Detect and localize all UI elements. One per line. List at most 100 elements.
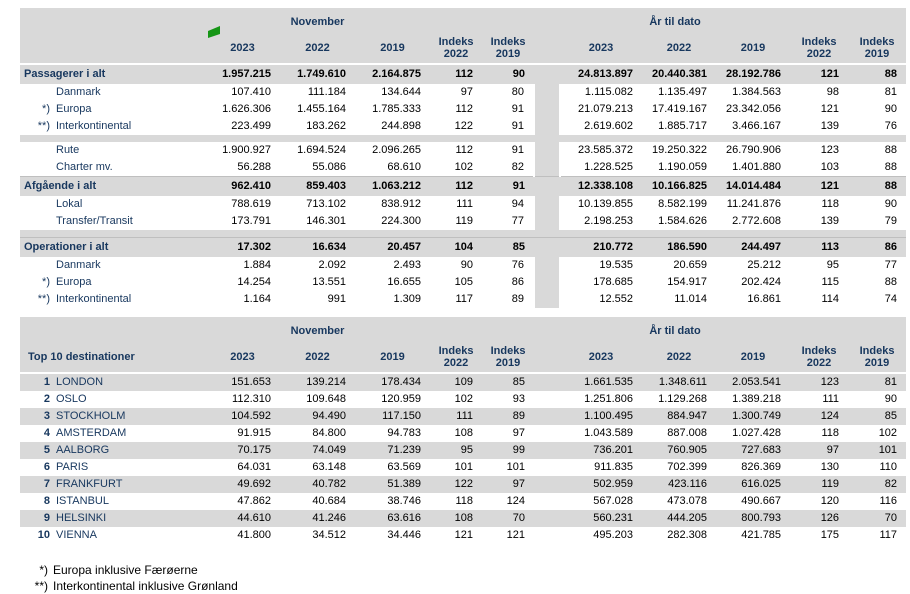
cell-value: 202.424 [741,276,782,288]
row-rank: 6 [43,461,50,473]
col-header-ytd-indeks-2019: Indeks 2019 [859,35,895,60]
column-band [533,196,562,213]
cell-value: 85 [512,241,526,253]
cell-value: 119 [455,215,474,227]
table-row: *) Europa 1.626.306 1.455.164 1.785.333 112 91… [20,101,906,118]
cell-value: 89 [512,410,526,422]
cell-value: 210.772 [593,241,634,253]
cell-value: 10.139.855 [577,198,634,210]
table-row: 9 HELSINKI 44.610 41.246 63.616 108 70 560.231 4… [20,510,907,527]
top10-title: Top 10 destinationer [28,350,135,363]
cell-value: 11.014 [674,293,708,305]
table-row: Passagerer i alt 1.957.215 1.749.610 2.164.… [20,64,907,84]
cell-value: 20.659 [673,259,708,271]
cell-value: 109.648 [306,393,346,405]
cell-value: 111 [456,198,474,210]
footnote-prefix: **) [34,579,48,593]
cell-value: 103 [820,161,840,173]
cell-value: 77 [884,259,898,271]
cell-value: 24.813.897 [577,68,634,80]
col-header-ytd-2023: 2023 [588,350,614,363]
cell-value: 25.212 [747,259,782,271]
table-row: Danmark 107.410 111.184 134.644 97 80 1.115.08… [20,84,906,101]
cell-value: 1.455.164 [297,103,346,115]
row-label-text: ISTANBUL [56,495,109,507]
row-label-text: Danmark [56,259,101,271]
empty-corner [20,317,205,341]
cell-value: 112 [455,144,474,156]
cell-value: 56.288 [237,161,271,173]
cell-value: 1.389.218 [732,393,782,405]
col-header-nov-2023: 2023 [230,350,255,363]
cell-value: 1.190.059 [658,161,708,173]
cell-value: 121 [820,180,840,192]
column-band [533,213,562,230]
cell-value: 111 [822,393,840,405]
cell-value: 101 [878,444,898,456]
row-label-text: LONDON [56,376,104,388]
table-row: Operationer i alt 17.302 16.634 20.457 104 85… [20,237,907,257]
cell-value: 105 [454,276,474,288]
cell-value: 2.164.875 [372,68,422,80]
cell-value: 16.861 [747,293,782,305]
cell-value: 12.552 [599,293,634,305]
table-row: 2 OSLO 112.310 109.648 120.959 102 93 1.251.806… [20,391,906,408]
table-row: 10 VIENNA 41.800 34.512 34.446 121 121 495.203 2… [20,527,906,544]
cell-value: 122 [454,120,474,132]
cell-value: 1.584.626 [658,215,708,227]
spacer [790,8,906,32]
col-header-ytd-2023: 2023 [588,41,614,54]
cell-value: 244.497 [741,241,782,253]
column-band [534,341,561,373]
cell-value: 838.912 [381,198,422,210]
cell-value: 108 [454,427,474,439]
top10-table-header: November År til dato Top 10 destinatione… [20,317,907,373]
cell-value: 17.302 [237,241,271,253]
cell-value: 121 [454,529,474,541]
cell-value: 101 [506,461,526,473]
cell-value: 14.014.484 [725,180,782,192]
cell-value: 21.079.213 [577,103,634,115]
cell-value: 23.342.056 [725,103,782,115]
row-label: Transfer/Transit [20,213,205,230]
report-page: November År til dato 2023 2022 2019 Inde… [20,8,907,594]
cell-value: 112 [455,180,474,192]
cell-value: 110 [879,461,898,473]
row-prefix: **) [37,293,50,305]
cell-value: 1.900.927 [222,144,271,156]
cell-value: 223.499 [231,120,271,132]
cell-value: 1.129.268 [658,393,708,405]
cell-value: 178.434 [381,376,422,388]
cell-value: 1.027.428 [732,427,782,439]
green-corner-marker-icon [208,26,220,38]
cell-value: 1.957.215 [222,68,271,80]
column-band [534,476,560,493]
november-group-header: November [290,15,345,28]
cell-value: 473.078 [667,495,708,507]
cell-value: 282.308 [667,529,708,541]
cell-value: 1.100.495 [584,410,634,422]
cell-value: 186.590 [667,241,708,253]
cell-value: 93 [512,393,526,405]
cell-value: 79 [884,215,898,227]
col-header-ytd-indeks-2019: Indeks 2019 [859,344,895,369]
cell-value: 81 [884,86,898,98]
cell-value: 70 [512,512,526,524]
cell-value: 154.917 [667,276,708,288]
cell-value: 23.585.372 [577,144,634,156]
column-band [534,510,560,527]
column-band [534,373,560,391]
cell-value: 34.512 [312,529,346,541]
footnote-europa: *) Europa inklusive Færøerne [20,562,906,578]
cell-value: 139 [820,215,840,227]
ytd-group-header: År til dato [649,15,701,28]
cell-value: 98 [826,86,840,98]
row-label: 5 AALBORG [20,442,205,459]
row-prefix: **) [37,120,50,132]
cell-value: 95 [460,444,474,456]
column-band [533,101,562,118]
cell-value: 91 [511,120,525,132]
cell-value: 118 [455,495,474,507]
row-label: **) Interkontinental [20,118,205,135]
cell-value: 887.008 [667,427,708,439]
